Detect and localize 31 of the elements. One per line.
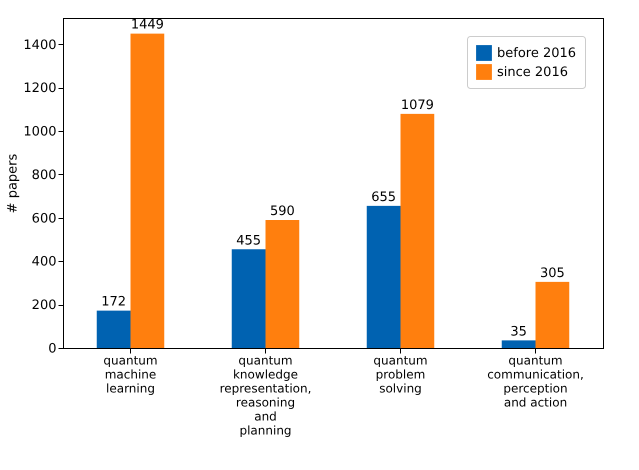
y-tick-label: 800 xyxy=(32,168,56,183)
bar xyxy=(400,114,434,348)
bar xyxy=(96,310,130,348)
data-label: 1449 xyxy=(130,18,164,33)
data-label: 590 xyxy=(270,204,295,219)
legend-label: before 2016 xyxy=(497,46,576,61)
data-label: 1079 xyxy=(400,98,434,113)
bar xyxy=(232,249,266,348)
data-label: 655 xyxy=(371,190,396,205)
x-tick-label: quantum communication, perception and action xyxy=(487,354,584,410)
bar xyxy=(266,220,300,348)
data-label: 305 xyxy=(540,266,565,281)
y-tick-label: 600 xyxy=(32,211,56,226)
bar xyxy=(130,34,164,348)
bar xyxy=(536,282,570,348)
legend-label: since 2016 xyxy=(497,65,568,80)
y-tick-label: 200 xyxy=(32,298,56,314)
bar xyxy=(502,340,536,348)
y-axis-title: # papers xyxy=(5,153,20,214)
y-tick-label: 0 xyxy=(48,342,56,356)
x-tick-label: quantum problem solving xyxy=(373,354,428,396)
data-label: 172 xyxy=(101,294,126,310)
x-tick-label: quantum machine learning xyxy=(103,354,158,396)
y-tick-label: 1400 xyxy=(23,38,56,53)
bar xyxy=(366,206,400,348)
y-tick-label: 1200 xyxy=(23,81,56,96)
y-tick-label: 1000 xyxy=(23,124,56,140)
y-tick-label: 400 xyxy=(32,254,56,270)
x-tick-label: quantum knowledge representation, reasoning and planning xyxy=(220,354,312,438)
data-label: 455 xyxy=(236,233,262,248)
data-label: 35 xyxy=(510,324,527,340)
